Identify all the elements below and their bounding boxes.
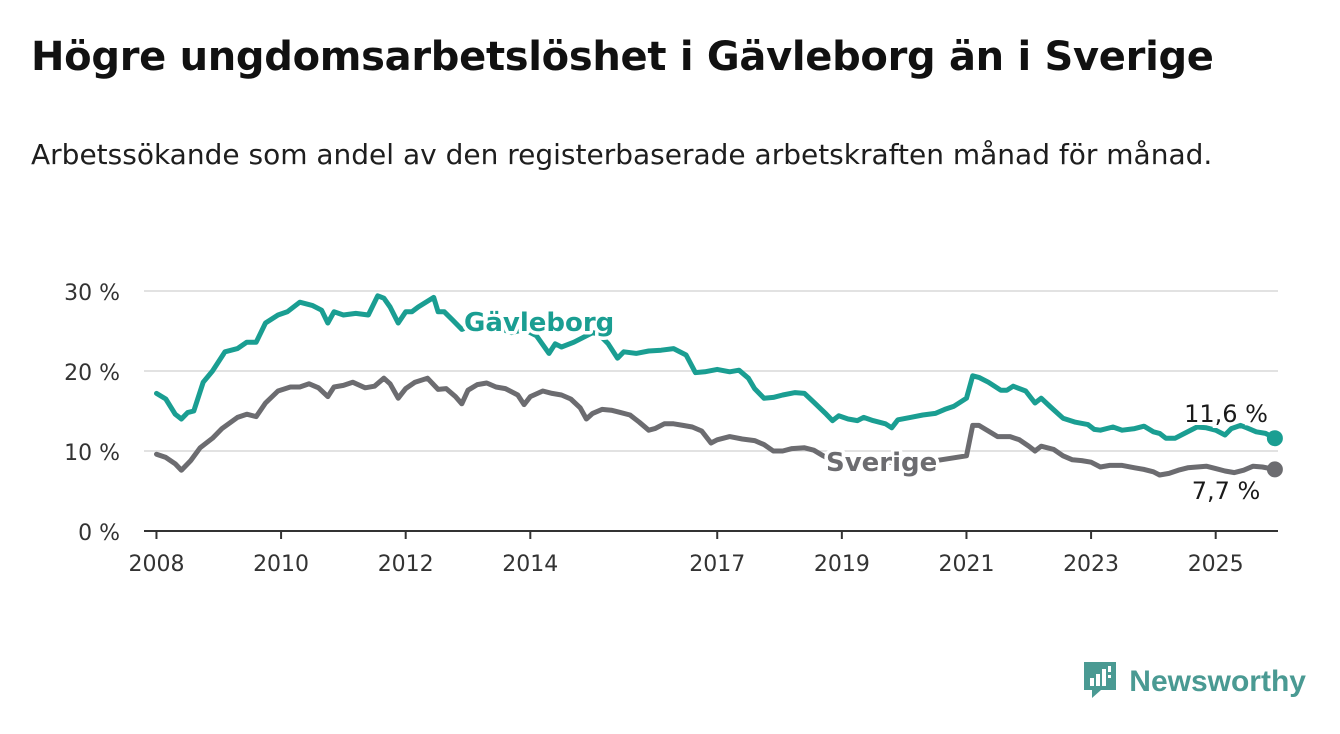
chart-title: Högre ungdomsarbetslöshet i Gävleborg än… bbox=[31, 34, 1214, 80]
series-name-sverige: Sverige bbox=[826, 448, 937, 478]
series-line-sverige bbox=[154, 375, 1278, 478]
series-line-gavleborg bbox=[154, 293, 1278, 441]
series-end-point bbox=[1266, 430, 1283, 447]
brand-name: Newsworthy bbox=[1129, 665, 1306, 698]
y-tick-label: 10 % bbox=[64, 441, 120, 466]
axis-layer: 0 % 10 % 20 % 30 % 2008 2010 2012 2014 2017 2019 2… bbox=[64, 281, 1278, 577]
brand: Newsworthy bbox=[1081, 660, 1306, 704]
x-tick-label: 2017 bbox=[689, 552, 745, 577]
x-tick-label: 2023 bbox=[1063, 552, 1119, 577]
y-tick-label: 20 % bbox=[64, 361, 120, 386]
series-layer bbox=[154, 293, 1283, 478]
end-label-gavleborg: 11,6 % bbox=[1184, 400, 1268, 428]
x-tick-label: 2014 bbox=[502, 552, 558, 577]
end-label-sverige: 7,7 % bbox=[1192, 477, 1261, 505]
chart-subtitle: Arbetssökande som andel av den registerb… bbox=[31, 138, 1213, 171]
y-tick-label: 0 % bbox=[78, 521, 120, 546]
bar-chart-logo-icon bbox=[1081, 660, 1119, 704]
x-tick-label: 2010 bbox=[253, 552, 309, 577]
y-tick-label: 30 % bbox=[64, 281, 120, 306]
x-tick-label: 2019 bbox=[814, 552, 870, 577]
x-tick-label: 2021 bbox=[938, 552, 994, 577]
series-name-gavleborg: Gävleborg bbox=[464, 308, 614, 338]
series-end-point bbox=[1266, 461, 1283, 478]
x-tick-label: 2012 bbox=[378, 552, 434, 577]
x-tick-label: 2025 bbox=[1188, 552, 1244, 577]
x-tick-label: 2008 bbox=[128, 552, 184, 577]
label-layer: Gävleborg Sverige 11,6 % 7,7 % bbox=[461, 305, 1271, 509]
